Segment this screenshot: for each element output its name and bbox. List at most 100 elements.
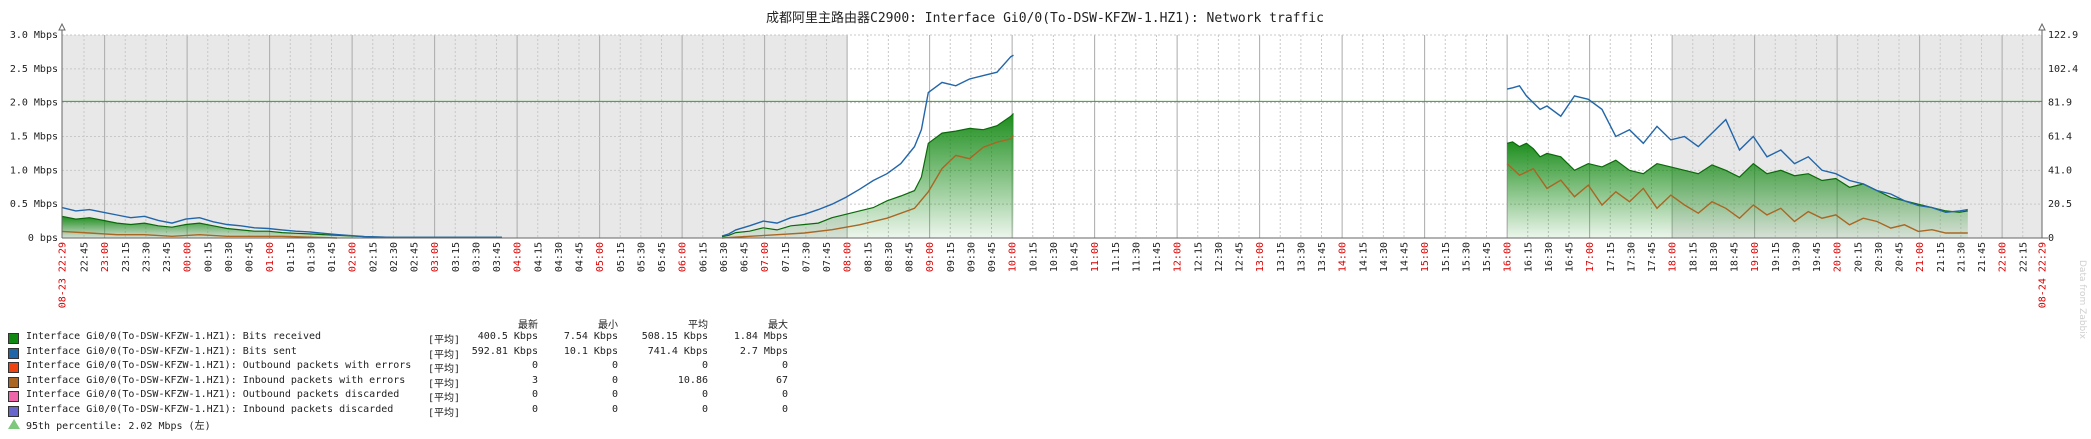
x-tick-label: 17:00 [1585,242,1596,272]
x-tick-label: 22:45 [80,242,91,272]
x-tick-label: 03:15 [451,242,462,272]
y-axis-left-arrow-icon [58,22,66,31]
legend-header-avg: 平均 [688,320,708,331]
legend-max: 1.84 Mbps [733,331,788,342]
x-tick-label: 19:30 [1791,242,1802,272]
x-tick-label: 19:15 [1771,242,1782,272]
x-tick-label: 12:00 [1173,242,1184,272]
x-tick-label: 21:15 [1936,242,1947,272]
x-tick-label: 02:30 [389,242,400,272]
x-tick-label: 21:45 [1977,242,1988,272]
x-tick-label: 18:15 [1688,242,1699,272]
x-tick-label: 00:45 [245,242,256,272]
x-tick-label: 08:30 [884,242,895,272]
y-tick-label-right: 20.5 [2048,199,2072,210]
y-tick-label-right: 41.0 [2048,165,2072,176]
x-tick-label: 02:45 [410,242,421,272]
x-tick-label: 23:00 [100,242,111,272]
watermark: Data from Zabbix [2077,260,2087,340]
x-end-label: 08-24 22:29 [2038,242,2049,308]
legend-last: 0 [531,389,538,400]
series-0-area [1507,141,1968,238]
x-tick-label: 09:15 [946,242,957,272]
x-tick-label: 07:45 [822,242,833,272]
y-tick-label-left: 0.5 Mbps [10,199,58,210]
x-tick-label: 14:00 [1338,242,1349,272]
legend-swatch [8,391,19,402]
x-tick-label: 12:30 [1214,242,1225,272]
y-tick-label-left: 0 bps [28,233,58,244]
x-tick-label: 18:45 [1730,242,1741,272]
legend-swatch [8,362,19,373]
legend-max: 0 [781,389,788,400]
legend-max: 0 [781,360,788,371]
x-tick-label: 22:00 [1998,242,2009,272]
x-tick-label: 03:00 [430,242,441,272]
x-tick-label: 02:00 [348,242,359,272]
x-tick-label: 12:15 [1193,242,1204,272]
x-tick-label: 20:00 [1833,242,1844,272]
legend-avg: 0 [701,360,708,371]
series-0-line [721,113,1014,238]
x-tick-label: 02:15 [368,242,379,272]
x-tick-label: 13:00 [1255,242,1266,272]
x-tick-label: 21:30 [1956,242,1967,272]
series-0-area [62,216,502,238]
legend-last: 592.81 Kbps [471,345,538,357]
y-tick-label-left: 2.5 Mbps [10,64,58,75]
series-0-area [722,113,1014,238]
x-tick-label: 01:45 [327,242,338,272]
y-tick-label-left: 1.0 Mbps [10,165,58,176]
legend-swatch [8,347,19,359]
legend-name: Interface Gi0/0(To-DSW-KFZW-1.HZ1): Inbo… [26,374,406,386]
legend-name: Interface Gi0/0(To-DSW-KFZW-1.HZ1): Inbo… [26,403,394,415]
legend-min: 10.1 Kbps [563,345,618,357]
percentile-triangle-icon [8,419,20,429]
x-tick-label: 20:30 [1874,242,1885,272]
legend-header: 最新 最小 平均 最大 [8,316,788,331]
legend-header-max: 最大 [768,320,788,331]
x-tick-label: 17:15 [1606,242,1617,272]
series-0-line [1506,141,1968,213]
y-tick-label-left: 2.0 Mbps [10,98,58,109]
x-tick-label: 17:30 [1626,242,1637,272]
legend-avg: 508.15 Kbps [641,331,708,342]
legend-row: Interface Gi0/0(To-DSW-KFZW-1.HZ1): Outb… [8,359,788,375]
y-tick-label-right: 122.9 [2048,30,2078,41]
x-tick-label: 09:00 [925,242,936,272]
x-tick-label: 04:30 [554,242,565,272]
series-1-line [61,206,502,239]
x-tick-label: 18:30 [1709,242,1720,272]
x-tick-label: 10:30 [1049,242,1060,272]
x-tick-label: 15:45 [1482,242,1493,272]
x-tick-label: 23:30 [141,242,152,272]
legend-last: 0 [531,360,538,371]
series-1-line [721,54,1014,237]
y-tick-label-left: 1.5 Mbps [10,132,58,143]
y-tick-label-right: 61.4 [2048,132,2072,143]
legend: 最新 最小 平均 最大 Interface Gi0/0(To-DSW-KFZW-… [8,316,788,432]
legend-row: Interface Gi0/0(To-DSW-KFZW-1.HZ1): Outb… [8,388,788,404]
x-tick-label: 06:45 [740,242,751,272]
x-tick-label: 17:45 [1647,242,1658,272]
x-tick-label: 03:30 [471,242,482,272]
legend-avg: 10.86 [677,374,708,386]
x-tick-label: 04:00 [513,242,524,272]
x-tick-label: 07:00 [760,242,771,272]
legend-row: Interface Gi0/0(To-DSW-KFZW-1.HZ1): Bits… [8,345,788,361]
x-tick-label: 11:00 [1090,242,1101,272]
x-tick-label: 12:45 [1235,242,1246,272]
x-tick-label: 23:15 [121,242,132,272]
x-tick-label: 03:45 [492,242,503,272]
x-tick-label: 18:00 [1668,242,1679,272]
x-tick-label: 08:15 [863,242,874,272]
y-axis-right-arrow-icon [2038,22,2046,31]
legend-avg: 0 [701,403,708,415]
x-tick-label: 16:45 [1565,242,1576,272]
x-tick-label: 01:30 [306,242,317,272]
x-tick-label: 04:45 [575,242,586,272]
legend-func: [平均] [428,335,461,346]
legend-swatch [8,333,19,344]
series-1-line [1506,84,1968,214]
